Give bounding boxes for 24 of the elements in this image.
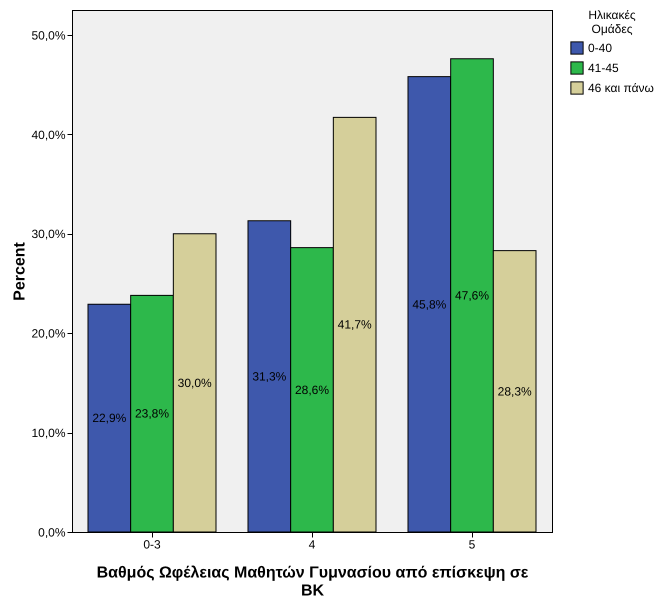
- y-tick-label: 0,0%: [38, 526, 66, 540]
- data-label: 31,3%: [252, 369, 287, 384]
- x-tick-label: 4: [308, 538, 316, 552]
- y-tick-label: 40,0%: [31, 128, 66, 142]
- x-tick-label: 5: [468, 538, 476, 552]
- legend-label: 46 και πάνω: [588, 81, 654, 95]
- y-tick-label: 20,0%: [31, 326, 66, 341]
- y-axis-title: Percent: [11, 241, 28, 301]
- data-label: 28,6%: [294, 382, 330, 397]
- legend-label: 41-45: [588, 61, 620, 75]
- data-label: 28,3%: [498, 384, 532, 398]
- legend-label: 0-40: [588, 41, 612, 55]
- y-tick-label: 50,0%: [31, 28, 66, 42]
- legend-title: Ηλικακές Ομάδες: [588, 8, 636, 36]
- y-tick-label: 10,0%: [31, 426, 66, 440]
- y-tick-label: 30,0%: [31, 227, 66, 242]
- x-axis-title: Βαθμός Ωφέλειας Μαθητών Γυμνασίου από επίσκεψη σε ΒΚ: [96, 564, 529, 600]
- data-label: 30,0%: [178, 376, 212, 390]
- data-label: 45,8%: [412, 297, 447, 312]
- data-label: 22,9%: [92, 411, 127, 426]
- data-label: 47,6%: [454, 288, 490, 302]
- data-label: 23,8%: [134, 406, 170, 421]
- data-label: 41,7%: [338, 318, 372, 332]
- x-tick-label: 0-3: [143, 538, 161, 552]
